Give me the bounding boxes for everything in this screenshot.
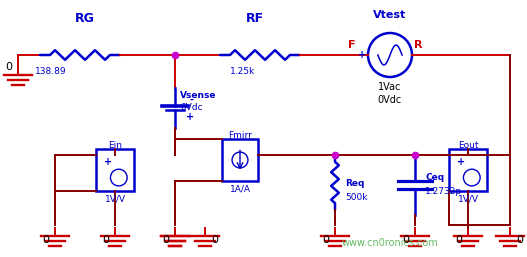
Text: F: F: [348, 40, 356, 50]
Text: Vsense: Vsense: [180, 90, 217, 99]
Text: Eout: Eout: [458, 141, 478, 150]
Text: 0Vdc: 0Vdc: [180, 104, 202, 113]
Text: RG: RG: [75, 12, 95, 24]
Text: 500k: 500k: [345, 192, 367, 201]
Text: RF: RF: [246, 12, 264, 24]
Bar: [449, 149, 487, 191]
Text: +: +: [104, 157, 112, 167]
Text: 0: 0: [516, 235, 523, 245]
Text: Ein: Ein: [108, 141, 122, 150]
Text: www.cn0ronics.com: www.cn0ronics.com: [341, 238, 438, 248]
Text: -: -: [190, 95, 194, 105]
Text: +: +: [186, 112, 194, 122]
Text: 138.89: 138.89: [35, 68, 66, 77]
Text: +: +: [457, 157, 465, 167]
Text: 0: 0: [5, 62, 12, 72]
Text: Vtest: Vtest: [373, 10, 407, 20]
Text: R: R: [414, 40, 422, 50]
Text: 1V/V: 1V/V: [104, 195, 125, 204]
Bar: [222, 139, 258, 181]
Text: 1A/A: 1A/A: [229, 185, 250, 194]
Text: Req: Req: [345, 179, 364, 188]
Text: 0: 0: [322, 235, 329, 245]
Text: 1.25k: 1.25k: [230, 68, 255, 77]
Text: 0: 0: [162, 235, 169, 245]
Text: 0Vdc: 0Vdc: [378, 95, 402, 105]
Text: 0: 0: [402, 235, 409, 245]
Text: 0: 0: [211, 235, 218, 245]
Text: Ceq: Ceq: [425, 172, 444, 181]
Text: 0: 0: [42, 235, 49, 245]
Text: 0: 0: [102, 235, 109, 245]
Text: Fmirr: Fmirr: [228, 131, 252, 140]
Text: 1Vac: 1Vac: [378, 82, 402, 92]
Text: 0: 0: [455, 235, 462, 245]
Bar: [96, 149, 134, 191]
Text: 1V/V: 1V/V: [457, 195, 479, 204]
Text: +: +: [358, 50, 366, 60]
Text: 1.2732p: 1.2732p: [425, 187, 462, 196]
